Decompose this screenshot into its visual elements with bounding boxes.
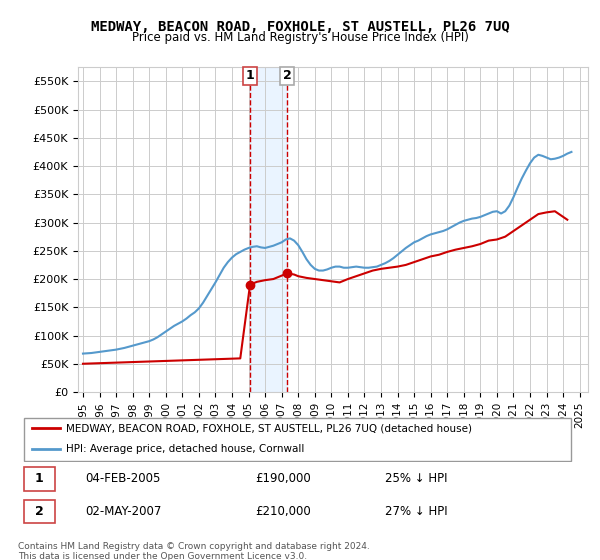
Text: 02-MAY-2007: 02-MAY-2007 <box>86 505 162 517</box>
Text: 1: 1 <box>35 473 44 486</box>
Text: 1: 1 <box>245 69 254 82</box>
Text: HPI: Average price, detached house, Cornwall: HPI: Average price, detached house, Corn… <box>66 445 304 455</box>
Text: 25% ↓ HPI: 25% ↓ HPI <box>385 473 447 486</box>
Text: MEDWAY, BEACON ROAD, FOXHOLE, ST AUSTELL, PL26 7UQ (detached house): MEDWAY, BEACON ROAD, FOXHOLE, ST AUSTELL… <box>66 423 472 433</box>
Bar <box>250 67 287 392</box>
Text: £210,000: £210,000 <box>255 505 311 517</box>
FancyBboxPatch shape <box>23 418 571 461</box>
Text: £190,000: £190,000 <box>255 473 311 486</box>
Text: Price paid vs. HM Land Registry's House Price Index (HPI): Price paid vs. HM Land Registry's House … <box>131 31 469 44</box>
Text: 2: 2 <box>35 505 44 517</box>
Text: MEDWAY, BEACON ROAD, FOXHOLE, ST AUSTELL, PL26 7UQ: MEDWAY, BEACON ROAD, FOXHOLE, ST AUSTELL… <box>91 20 509 34</box>
Text: 27% ↓ HPI: 27% ↓ HPI <box>385 505 447 517</box>
FancyBboxPatch shape <box>23 468 55 491</box>
Text: Contains HM Land Registry data © Crown copyright and database right 2024.
This d: Contains HM Land Registry data © Crown c… <box>18 542 370 560</box>
FancyBboxPatch shape <box>23 500 55 523</box>
Text: 04-FEB-2005: 04-FEB-2005 <box>86 473 161 486</box>
Text: 2: 2 <box>283 69 292 82</box>
